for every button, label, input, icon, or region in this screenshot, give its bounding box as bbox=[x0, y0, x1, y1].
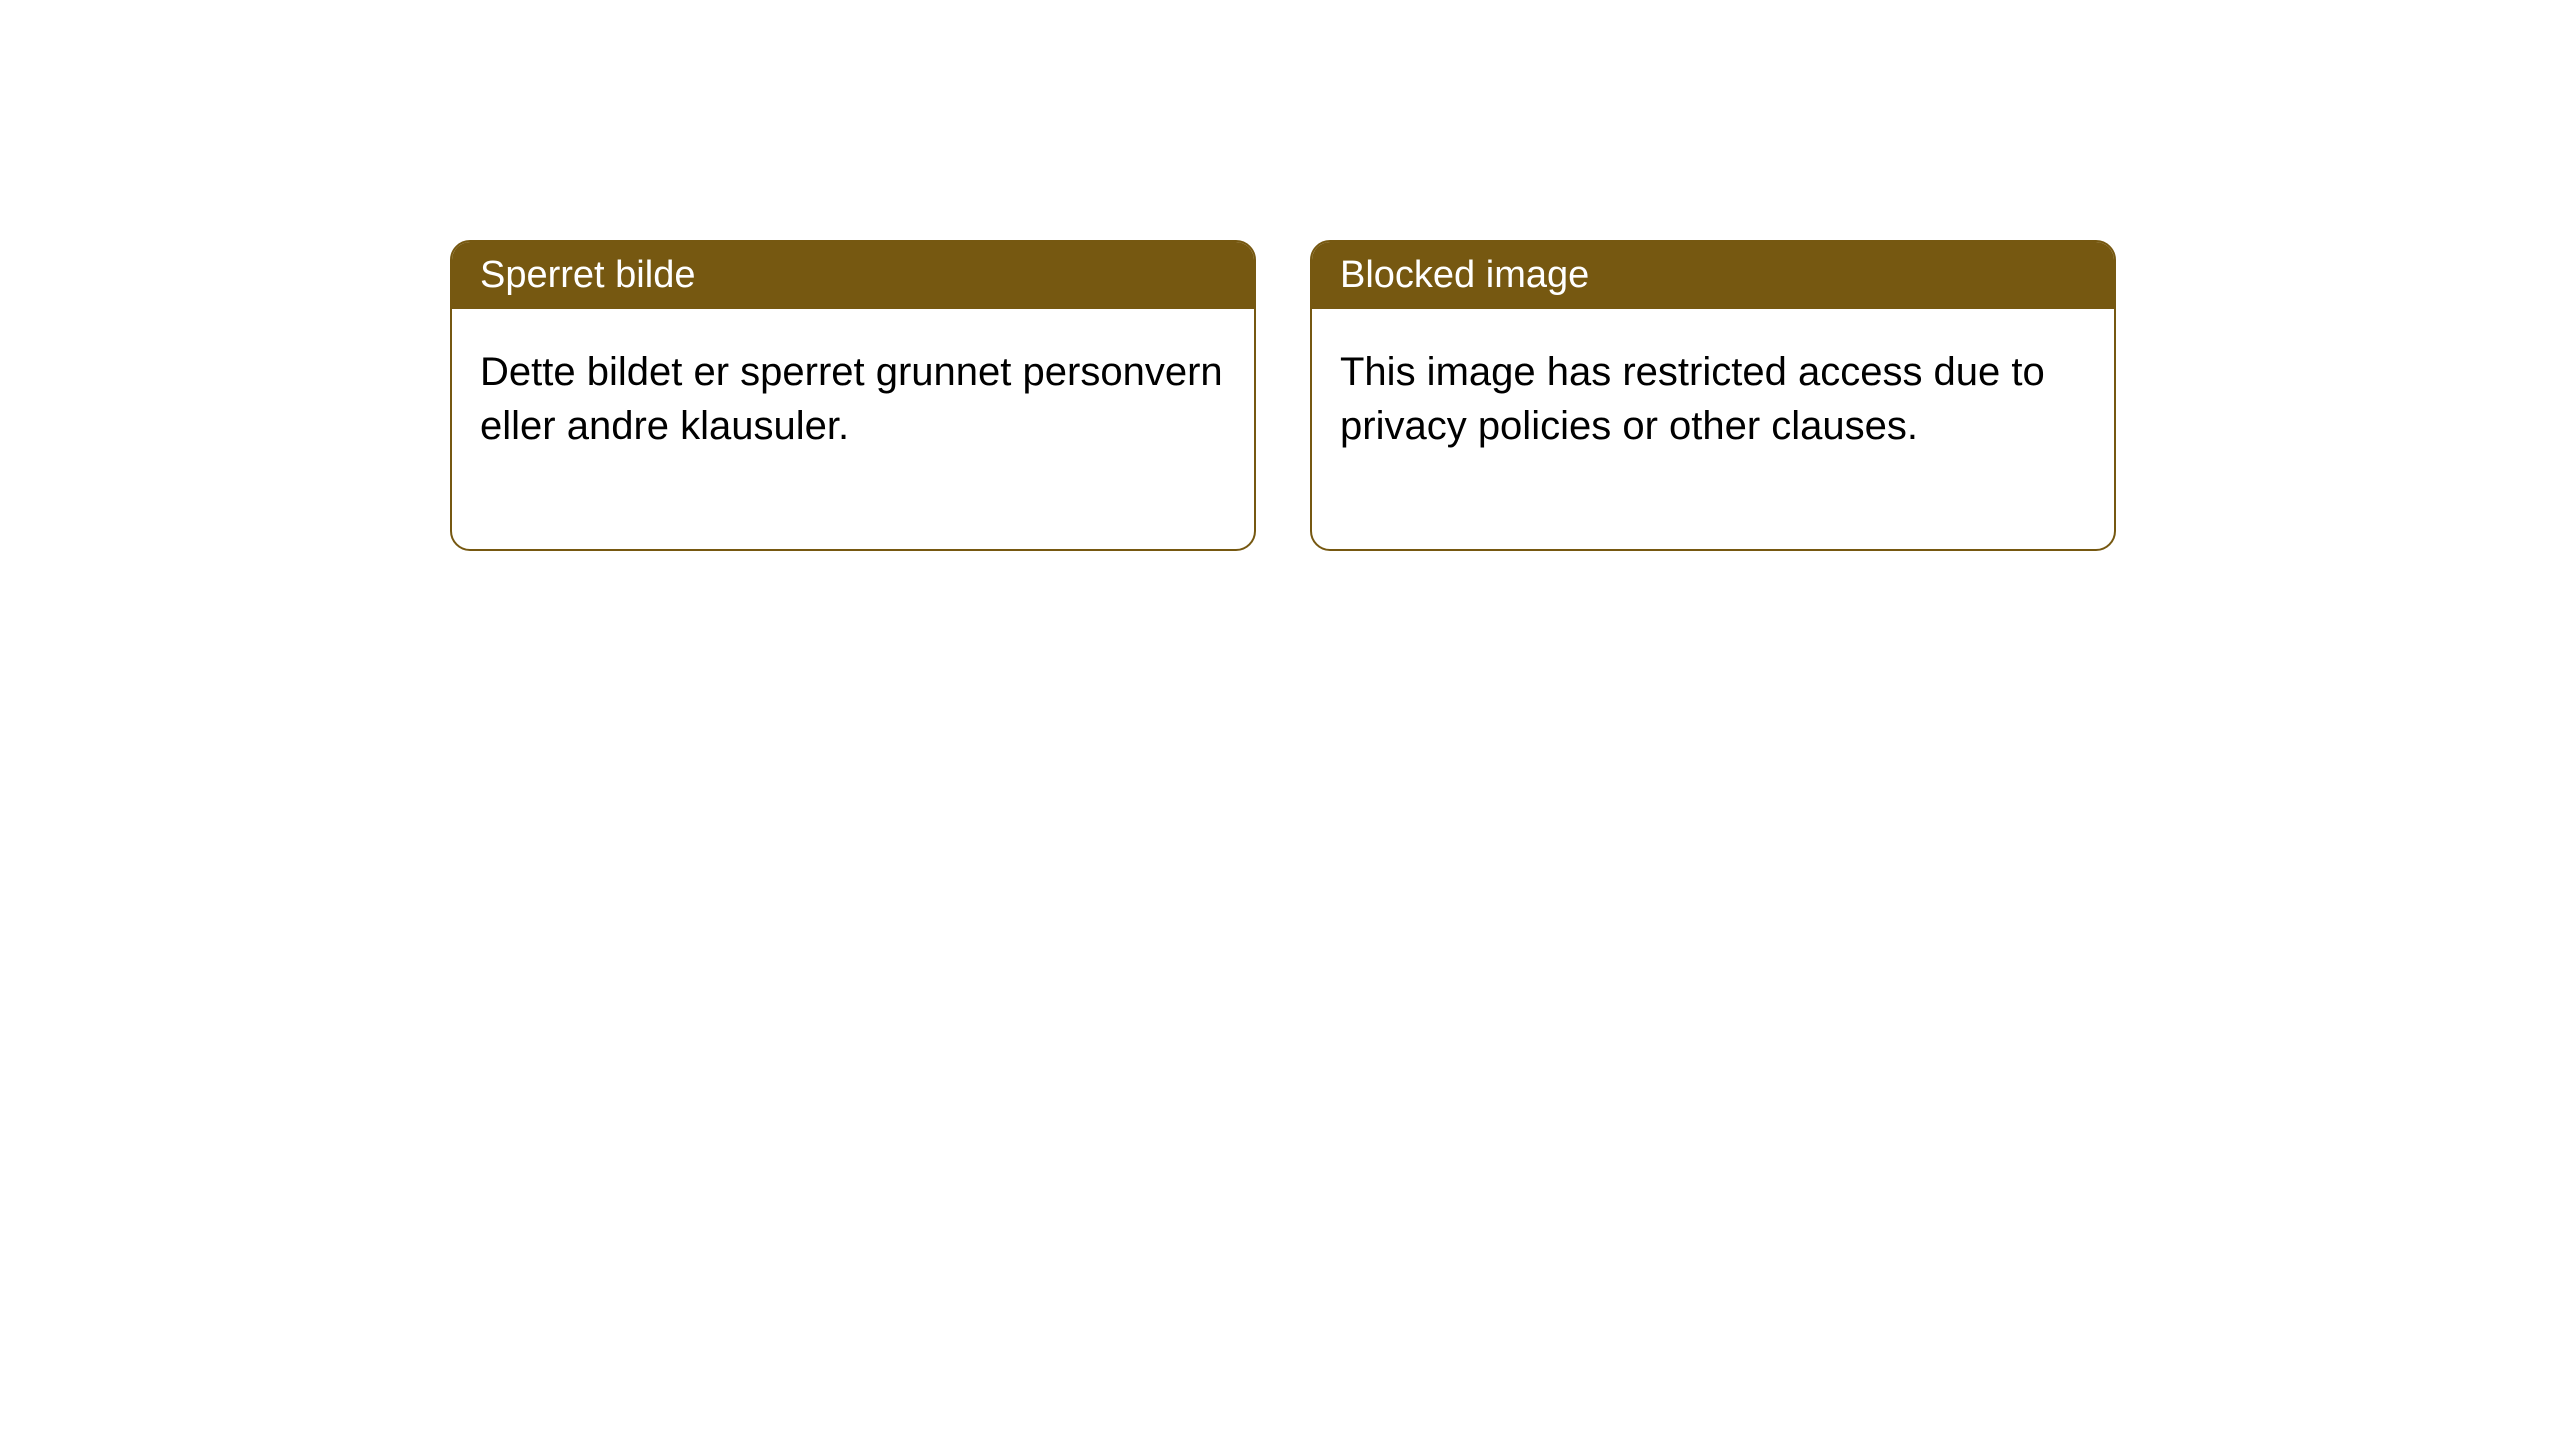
card-message: Dette bildet er sperret grunnet personve… bbox=[480, 350, 1223, 448]
card-message: This image has restricted access due to … bbox=[1340, 350, 2045, 448]
card-header: Sperret bilde bbox=[452, 242, 1254, 309]
card-body: This image has restricted access due to … bbox=[1312, 309, 2114, 549]
card-title: Sperret bilde bbox=[480, 254, 695, 296]
card-title: Blocked image bbox=[1340, 254, 1589, 296]
notice-card-english: Blocked image This image has restricted … bbox=[1310, 240, 2116, 551]
card-body: Dette bildet er sperret grunnet personve… bbox=[452, 309, 1254, 549]
notice-card-norwegian: Sperret bilde Dette bildet er sperret gr… bbox=[450, 240, 1256, 551]
notice-cards-container: Sperret bilde Dette bildet er sperret gr… bbox=[450, 240, 2116, 551]
card-header: Blocked image bbox=[1312, 242, 2114, 309]
